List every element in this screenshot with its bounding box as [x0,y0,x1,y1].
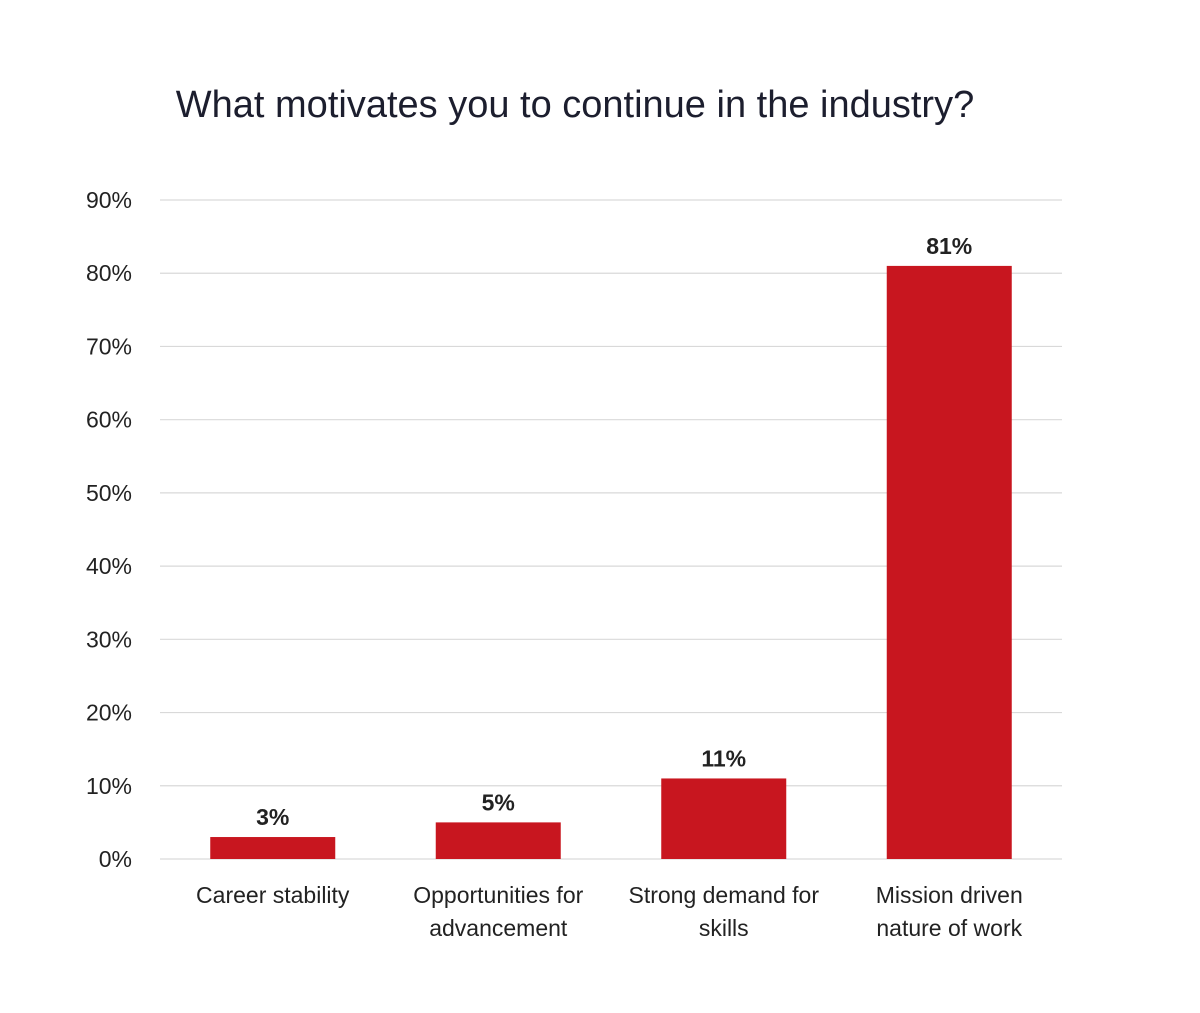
y-tick-label: 20% [86,700,132,726]
x-tick-label: nature of work [876,915,1022,941]
y-tick-label: 70% [86,333,132,359]
data-label: 3% [256,804,289,830]
x-tick-label: skills [699,915,749,941]
y-tick-label: 80% [86,260,132,286]
x-tick-label: Opportunities for [413,882,583,908]
y-tick-label: 50% [86,480,132,506]
bar [661,778,787,859]
data-label: 81% [926,233,972,259]
y-tick-label: 0% [99,846,132,872]
y-tick-label: 90% [86,187,132,213]
x-tick-label: Strong demand for [628,882,819,908]
y-tick-label: 60% [86,407,132,433]
bar [210,837,336,859]
y-tick-label: 10% [86,773,132,799]
x-tick-label: Mission driven [876,882,1023,908]
data-label: 11% [701,745,746,771]
data-label: 5% [482,789,515,815]
bar [435,822,561,859]
x-tick-label: Career stability [196,882,350,908]
x-tick-label: advancement [429,915,568,941]
bar [886,265,1012,859]
y-tick-label: 30% [86,626,132,652]
chart-title: What motivates you to continue in the in… [175,84,975,126]
y-tick-label: 40% [86,553,132,579]
